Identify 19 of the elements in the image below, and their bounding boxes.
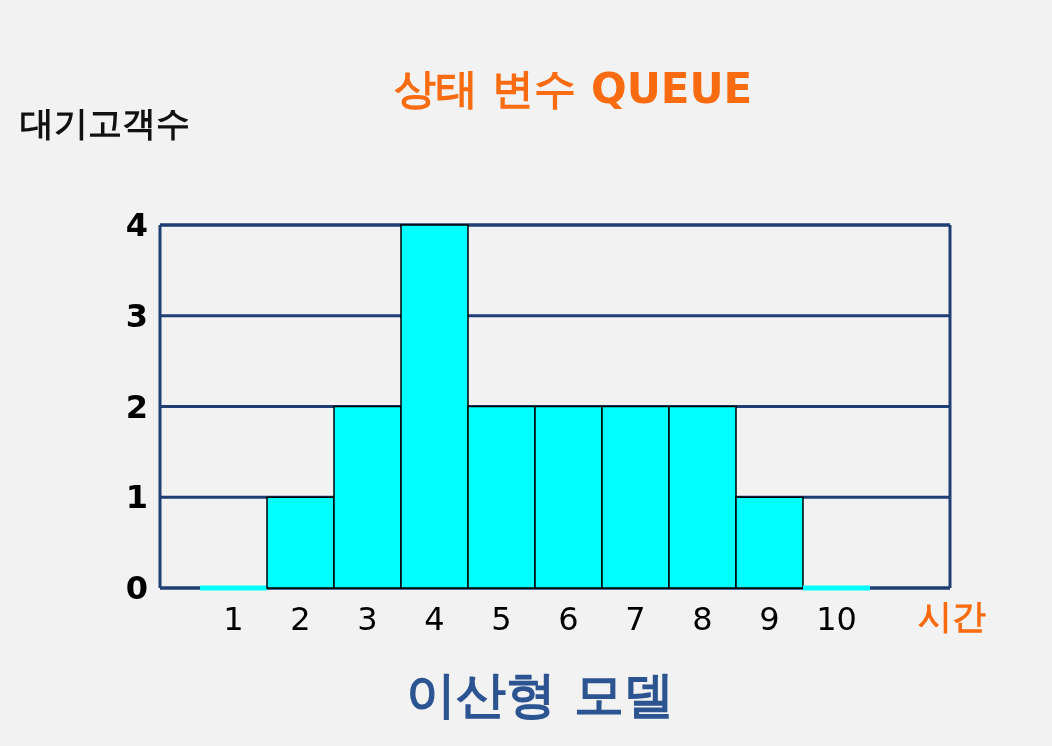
x-tick-label: 5 xyxy=(491,600,512,638)
y-tick-label: 4 xyxy=(125,206,148,244)
chart-title: 상태 변수 QUEUE xyxy=(393,64,753,113)
y-tick-label: 1 xyxy=(125,478,148,517)
x-tick-label: 10 xyxy=(816,600,857,638)
x-tick-label: 9 xyxy=(759,600,780,638)
x-tick-label: 4 xyxy=(424,600,445,638)
y-axis-title: 대기고객수 xyxy=(20,103,190,143)
x-tick-label: 8 xyxy=(692,600,713,638)
x-tick-label: 2 xyxy=(290,600,311,638)
x-axis-title: 시간 xyxy=(918,596,986,636)
text: 이산형 모델 xyxy=(406,666,674,724)
x-tick-label: 3 xyxy=(357,600,378,638)
x-tick-label: 7 xyxy=(625,600,646,638)
x-tick-label: 6 xyxy=(558,600,579,638)
x-tick-label: 1 xyxy=(223,600,244,638)
y-tick-label: 3 xyxy=(125,296,148,335)
y-tick-label: 2 xyxy=(125,387,148,426)
y-tick-label: 0 xyxy=(125,569,148,607)
